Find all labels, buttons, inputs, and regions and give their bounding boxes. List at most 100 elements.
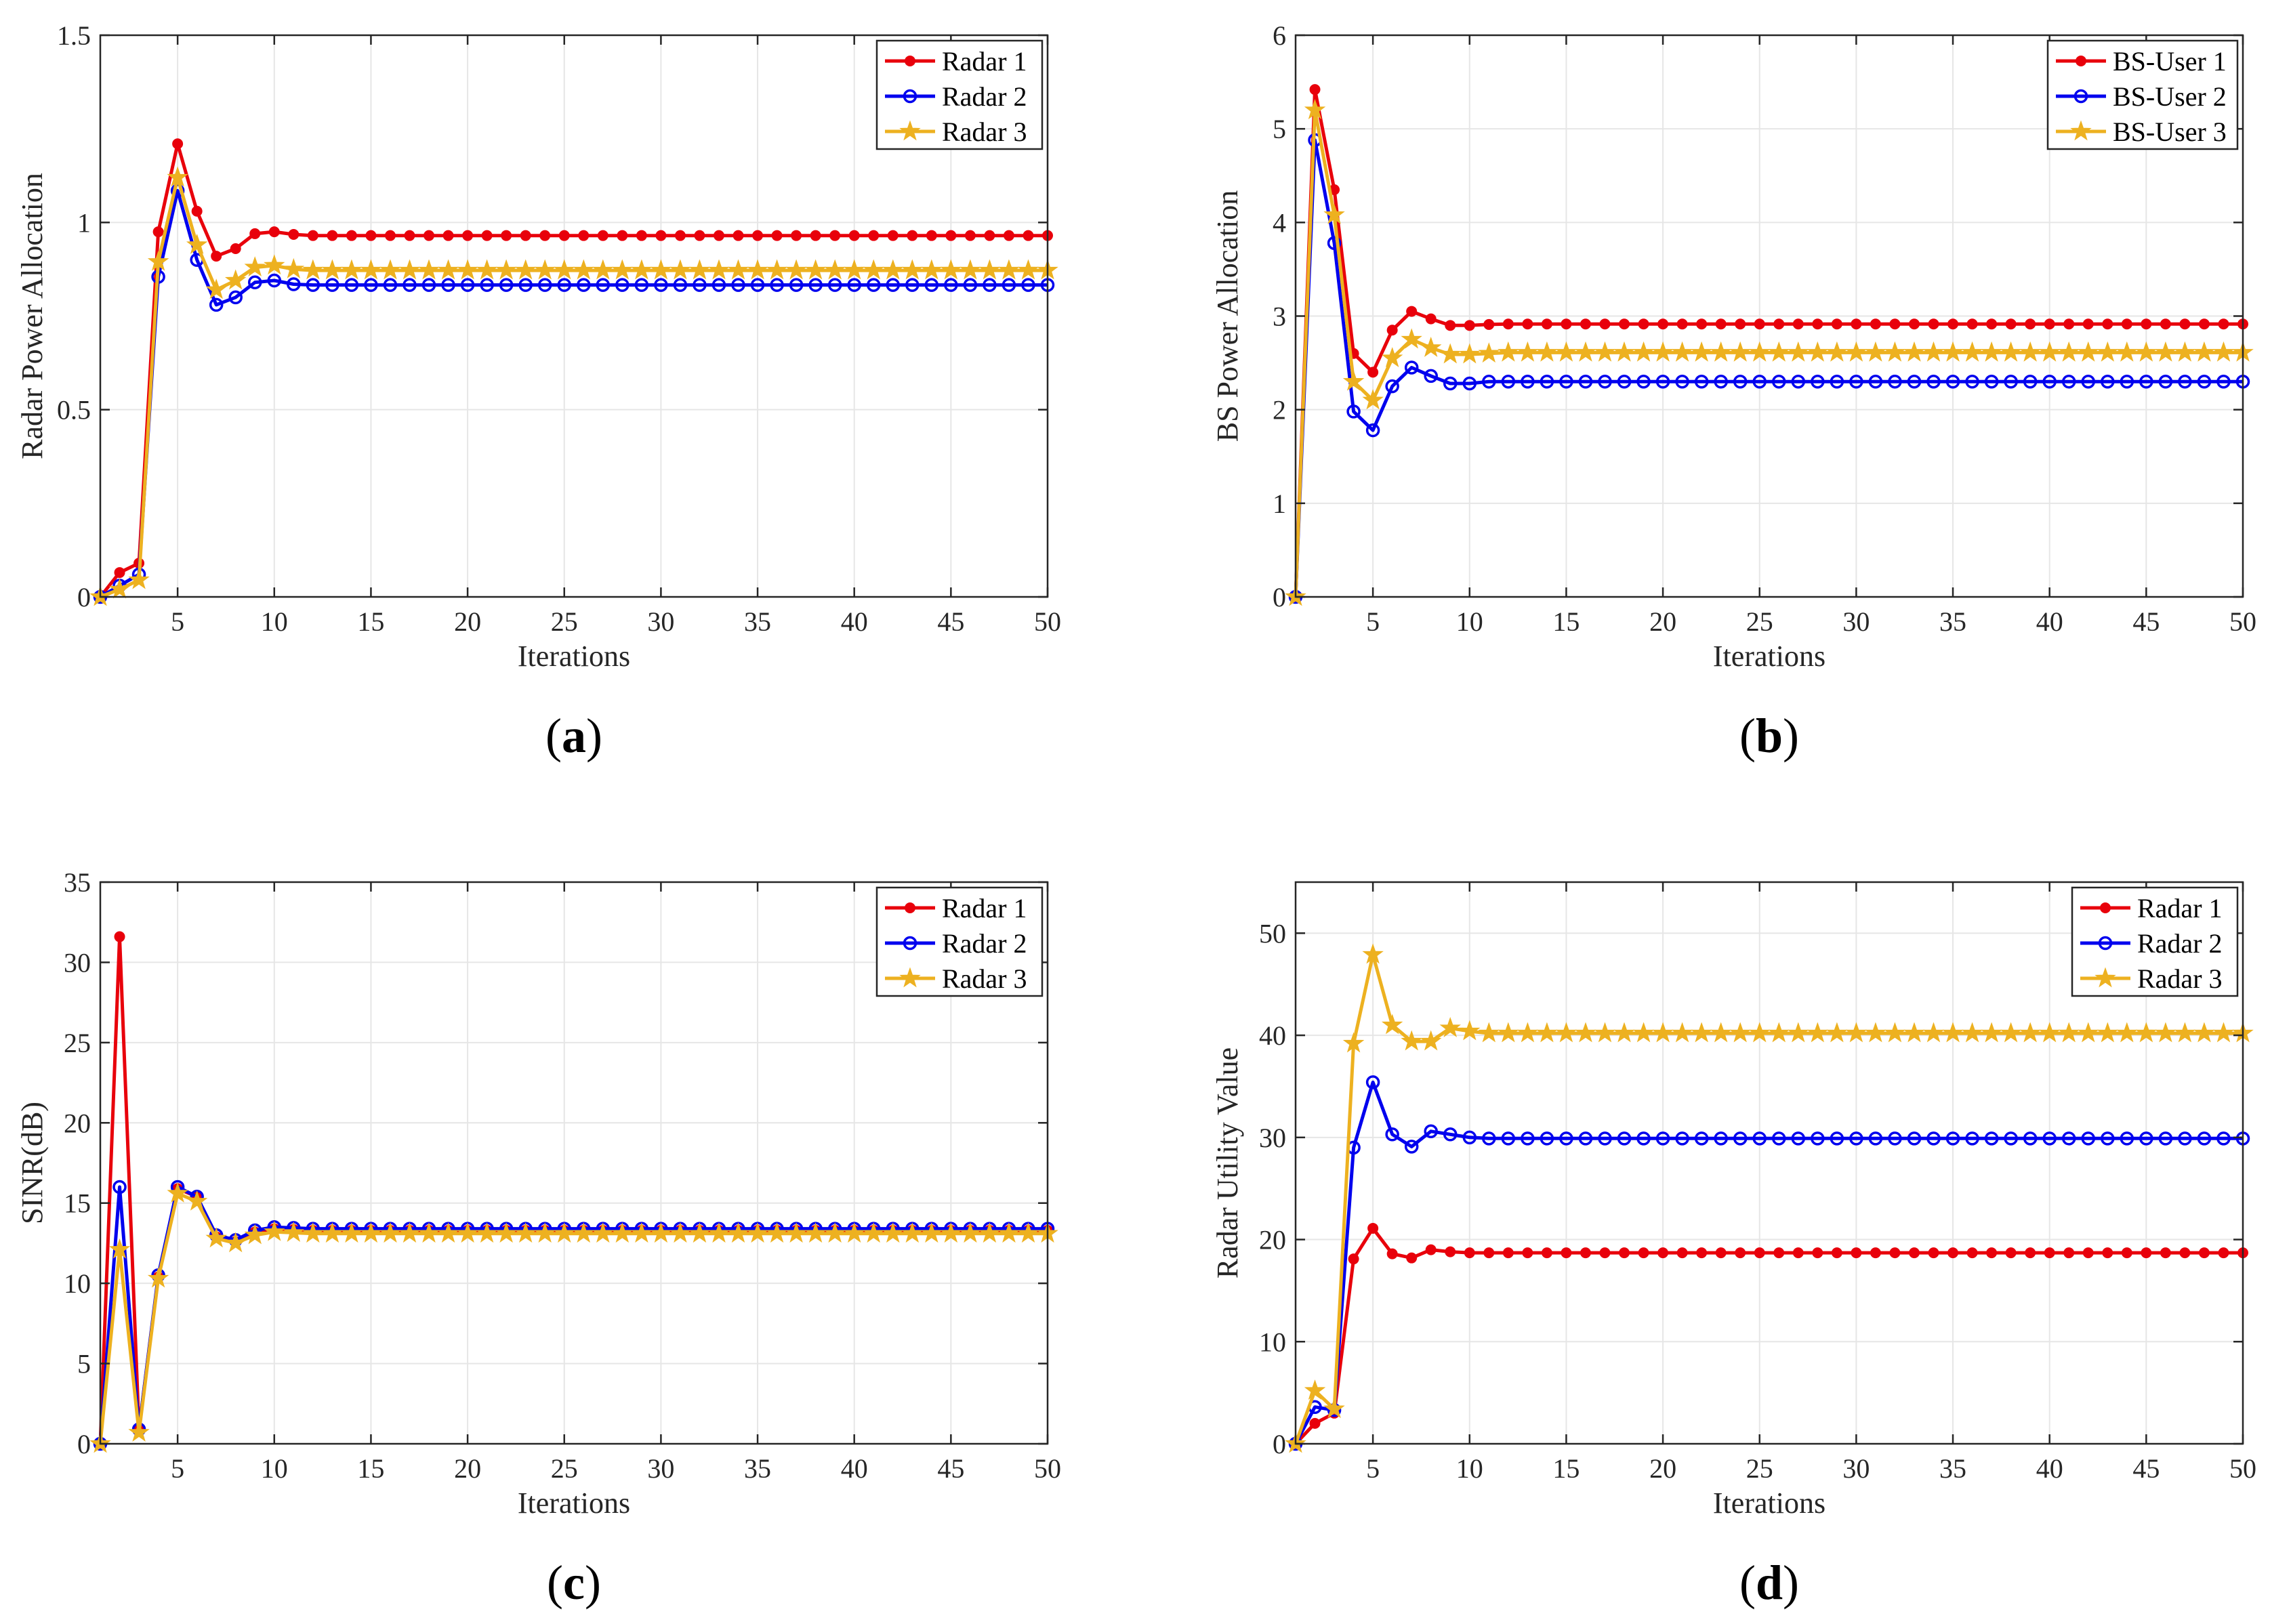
series-2 xyxy=(93,1180,1055,1451)
y-tick-label: 30 xyxy=(1259,1123,1286,1153)
data-point xyxy=(1522,1247,1533,1259)
data-point xyxy=(882,1222,904,1243)
data-point xyxy=(383,278,398,292)
data-point xyxy=(1424,1124,1438,1139)
data-point xyxy=(1865,1022,1886,1043)
data-point xyxy=(1735,318,1746,330)
data-point xyxy=(1788,341,1809,362)
legend-item-3: Radar 3 xyxy=(2080,963,2223,994)
data-point xyxy=(1482,374,1496,389)
data-point xyxy=(1580,1247,1591,1259)
legend-label: Radar 1 xyxy=(2137,893,2223,923)
x-tick-label: 30 xyxy=(1842,1453,1870,1484)
y-tick-label: 1 xyxy=(77,207,91,238)
data-point xyxy=(573,259,594,280)
data-point xyxy=(1613,1022,1635,1043)
x-tick-label: 5 xyxy=(1366,1453,1380,1484)
data-point xyxy=(481,230,493,241)
x-tick-label: 40 xyxy=(2036,606,2063,637)
legend-marker xyxy=(899,120,921,141)
data-point xyxy=(1522,318,1533,330)
x-axis-title: Iterations xyxy=(1713,640,1825,673)
data-point xyxy=(321,1222,344,1243)
data-point xyxy=(804,1222,827,1243)
series-3 xyxy=(89,166,1058,606)
data-point xyxy=(2135,1022,2158,1043)
data-point xyxy=(1304,1379,1326,1400)
data-point xyxy=(847,278,861,292)
data-point xyxy=(1003,230,1014,241)
x-tick-label: 15 xyxy=(1552,606,1580,637)
data-point xyxy=(1961,1022,1983,1043)
data-point xyxy=(191,205,203,217)
data-point xyxy=(1845,1022,1867,1043)
y-tick-label: 1 xyxy=(1273,488,1286,519)
data-point xyxy=(209,297,224,312)
y-tick-label: 1.5 xyxy=(57,20,91,51)
data-point xyxy=(1578,374,1593,389)
data-point xyxy=(1655,1131,1670,1146)
legend-marker xyxy=(905,56,915,66)
data-point xyxy=(244,1224,266,1245)
data-point xyxy=(843,1222,865,1243)
data-point xyxy=(1541,318,1552,330)
legend-marker xyxy=(899,967,921,988)
data-point xyxy=(1749,341,1771,362)
data-point xyxy=(1652,1022,1674,1043)
legend-label: Radar 3 xyxy=(942,963,1027,994)
data-point xyxy=(694,230,705,241)
legend-label: Radar 2 xyxy=(2137,928,2223,959)
y-tick-label: 10 xyxy=(1259,1327,1286,1357)
data-point xyxy=(1870,1247,1881,1259)
data-point xyxy=(1986,318,1998,330)
legend-label: Radar 3 xyxy=(2137,963,2223,994)
data-point xyxy=(249,228,261,239)
data-point xyxy=(617,230,628,241)
data-point xyxy=(2038,1022,2061,1043)
data-point xyxy=(1831,318,1842,330)
data-point xyxy=(1406,1252,1418,1264)
y-tick-label: 35 xyxy=(64,867,91,898)
data-point xyxy=(924,278,939,292)
data-point xyxy=(963,278,978,292)
data-point xyxy=(901,1222,924,1243)
data-point xyxy=(886,278,901,292)
data-point xyxy=(379,259,401,280)
data-point xyxy=(843,259,865,280)
series-line xyxy=(99,142,1048,598)
y-tick-label: 0 xyxy=(1273,1429,1286,1459)
data-point xyxy=(1945,1131,1960,1146)
data-point xyxy=(1945,374,1960,389)
y-tick-label: 0 xyxy=(1273,582,1286,612)
data-point xyxy=(1655,374,1670,389)
data-point xyxy=(1619,318,1630,330)
data-point xyxy=(1304,98,1326,119)
data-point xyxy=(2141,318,2152,330)
data-point xyxy=(766,259,788,280)
data-point xyxy=(1462,376,1477,391)
legend: Radar 1 Radar 2 Radar 3 xyxy=(875,39,1044,150)
y-tick-label: 4 xyxy=(1273,207,1286,238)
data-point xyxy=(557,278,571,292)
data-point xyxy=(673,278,688,292)
data-point xyxy=(1811,1131,1825,1146)
data-point xyxy=(1401,1030,1422,1051)
data-point xyxy=(1714,1131,1728,1146)
data-point xyxy=(2025,318,2036,330)
data-point xyxy=(1676,318,1688,330)
data-point xyxy=(2174,1022,2196,1043)
data-point xyxy=(186,233,208,254)
data-point xyxy=(424,230,435,241)
data-point xyxy=(1555,341,1577,362)
legend: Radar 1 Radar 2 Radar 3 xyxy=(875,886,1044,997)
data-point xyxy=(2004,1131,2018,1146)
x-tick-label: 25 xyxy=(1746,606,1773,637)
data-point xyxy=(1367,1222,1379,1234)
data-point xyxy=(1575,341,1596,362)
x-tick-label: 25 xyxy=(1746,1453,1773,1484)
data-point xyxy=(1849,374,1863,389)
y-tick-label: 6 xyxy=(1273,20,1286,51)
data-point xyxy=(457,1222,478,1243)
data-point xyxy=(2061,374,2076,389)
data-point xyxy=(1791,1131,1806,1146)
